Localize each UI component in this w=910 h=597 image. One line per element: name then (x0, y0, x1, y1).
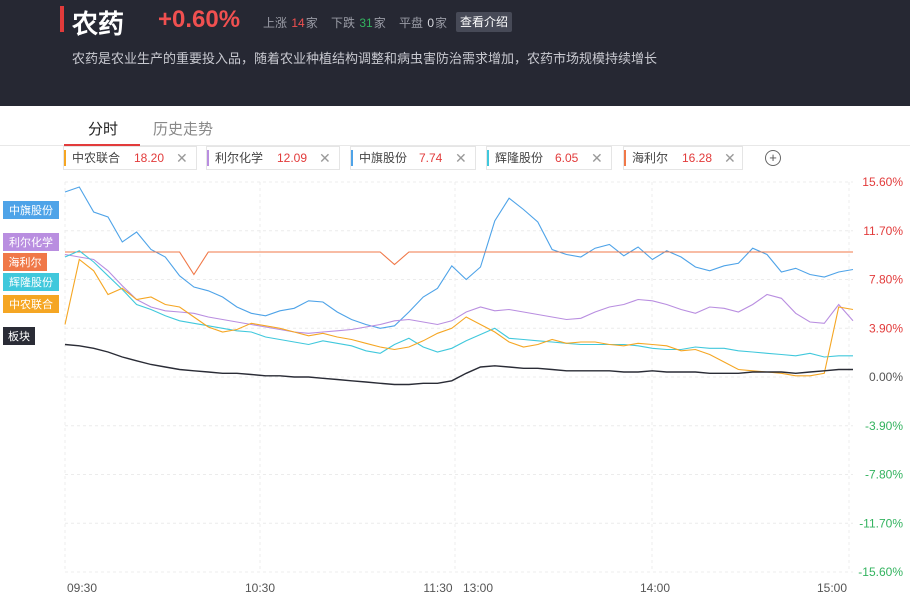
series-tag: 板块 (3, 327, 35, 345)
x-axis-ticks: 09:30 10:30 11:30 13:00 14:00 15:00 (67, 581, 847, 595)
series-tag-bg (3, 273, 59, 291)
series-tag-label: 辉隆股份 (9, 275, 53, 289)
stock-chip-lier[interactable]: 利尔化学 12.09 ✕ (206, 146, 340, 170)
rise-unit: 家 (305, 16, 318, 30)
tab-divider (0, 145, 910, 146)
fall-stat: 下跌 31家 (331, 14, 386, 31)
series-tag: 中农联合 (3, 295, 59, 313)
series-tag-label: 板块 (8, 329, 30, 343)
series-tag: 利尔化学 (3, 233, 59, 251)
series-tag-label: 海利尔 (9, 255, 42, 269)
close-icon[interactable]: ✕ (176, 150, 188, 166)
sector-change: +0.60% (158, 6, 241, 33)
series-line (64, 186, 854, 329)
y-tick-label: -11.70% (859, 516, 903, 530)
active-tab-indicator (64, 144, 140, 146)
series-tag-bg (3, 295, 59, 313)
y-tick-label: 0.00% (869, 370, 903, 384)
x-tick-label: 10:30 (245, 581, 275, 595)
rise-label: 上涨 (263, 16, 288, 30)
y-tick-label: -15.60% (858, 565, 903, 579)
series-tag: 海利尔 (3, 253, 47, 271)
chip-color-bar (351, 150, 353, 166)
close-icon[interactable]: ✕ (724, 150, 736, 166)
chip-price: 6.05 (555, 151, 579, 165)
series-tag: 中旗股份 (3, 201, 59, 219)
y-tick-label: 3.90% (869, 321, 903, 335)
series-line (64, 343, 853, 386)
close-icon[interactable]: ✕ (591, 150, 603, 166)
chip-color-bar (64, 150, 66, 166)
chip-name: 海利尔 (632, 151, 669, 165)
y-tick-label: 7.80% (869, 273, 903, 287)
y-tick-label: 11.70% (863, 224, 903, 238)
chip-color-bar (624, 150, 626, 166)
fall-count: 31 (359, 16, 373, 30)
plus-circle-icon[interactable]: + (765, 150, 781, 166)
fall-unit: 家 (373, 16, 386, 30)
series-tag-label: 中旗股份 (9, 203, 53, 217)
tab-intraday[interactable]: 分时 (88, 121, 119, 138)
stock-chip-zhongqi[interactable]: 中旗股份 7.74 ✕ (350, 146, 476, 170)
title-accent-bar (60, 6, 64, 32)
chip-name: 中旗股份 (359, 151, 408, 165)
series-line (64, 253, 854, 334)
series-tag-label: 利尔化学 (9, 235, 53, 249)
series-line (65, 251, 853, 276)
chart-grid (64, 181, 853, 573)
x-tick-label: 13:00 (463, 581, 493, 595)
tab-bar: 分时 历史走势 (0, 106, 910, 146)
sector-description: 农药是农业生产的重要投入品，随着农业种植结构调整和病虫害防治需求增加，农药市场规… (72, 51, 658, 66)
series-line (64, 250, 853, 358)
tab-history[interactable]: 历史走势 (153, 121, 214, 138)
x-tick-label: 15:00 (817, 581, 847, 595)
series-line (64, 258, 854, 377)
flat-unit: 家 (435, 16, 448, 30)
x-tick-label: 09:30 (67, 581, 97, 595)
rise-stat: 上涨 14家 (263, 14, 318, 31)
chip-name: 中农联合 (72, 151, 121, 165)
chip-price: 7.74 (419, 151, 443, 165)
flat-stat: 平盘 0家 (399, 14, 447, 31)
close-icon[interactable]: ✕ (319, 150, 331, 166)
chip-color-bar (207, 150, 209, 166)
chip-name: 辉隆股份 (495, 151, 544, 165)
chip-name: 利尔化学 (215, 151, 264, 165)
close-icon[interactable]: ✕ (455, 150, 467, 166)
series-tag: 辉隆股份 (3, 273, 59, 291)
y-tick-label: -7.80% (865, 468, 903, 482)
intraday-chart[interactable]: 15.60% 11.70% 7.80% 3.90% 0.00% -3.90% -7.80% -… (0, 170, 910, 597)
chip-color-bar (487, 150, 489, 166)
series-tag-bg (3, 233, 59, 251)
series-lines (64, 186, 854, 386)
y-tick-label: 15.60% (862, 175, 903, 189)
series-tag-label: 中农联合 (9, 297, 53, 311)
rise-count: 14 (291, 16, 305, 30)
x-tick-label: 11:30 (423, 581, 452, 595)
series-tag-bg (3, 327, 35, 345)
y-axis-ticks: 15.60% 11.70% 7.80% 3.90% 0.00% -3.90% -7.80% -… (858, 175, 903, 579)
stock-chip-zhongnong[interactable]: 中农联合 18.20 ✕ (63, 146, 197, 170)
fall-label: 下跌 (331, 16, 356, 30)
x-tick-label: 14:00 (640, 581, 670, 595)
sector-title: 农药 (72, 9, 125, 39)
series-tag-bg (3, 253, 47, 271)
y-tick-label: -3.90% (865, 419, 903, 433)
stock-chip-huilong[interactable]: 辉隆股份 6.05 ✕ (486, 146, 612, 170)
series-tag-bg (3, 201, 59, 219)
sector-header: 农药 +0.60% 上涨 14家 下跌 31家 平盘 0家 查看介绍 农药是农业… (0, 0, 910, 106)
flat-count: 0 (427, 16, 435, 30)
flat-label: 平盘 (399, 16, 424, 30)
view-intro-button[interactable]: 查看介绍 (456, 12, 513, 32)
chip-price: 18.20 (134, 151, 165, 165)
chip-price: 12.09 (277, 151, 308, 165)
chip-price: 16.28 (682, 151, 713, 165)
stock-chip-hailier[interactable]: 海利尔 16.28 ✕ (623, 146, 743, 170)
